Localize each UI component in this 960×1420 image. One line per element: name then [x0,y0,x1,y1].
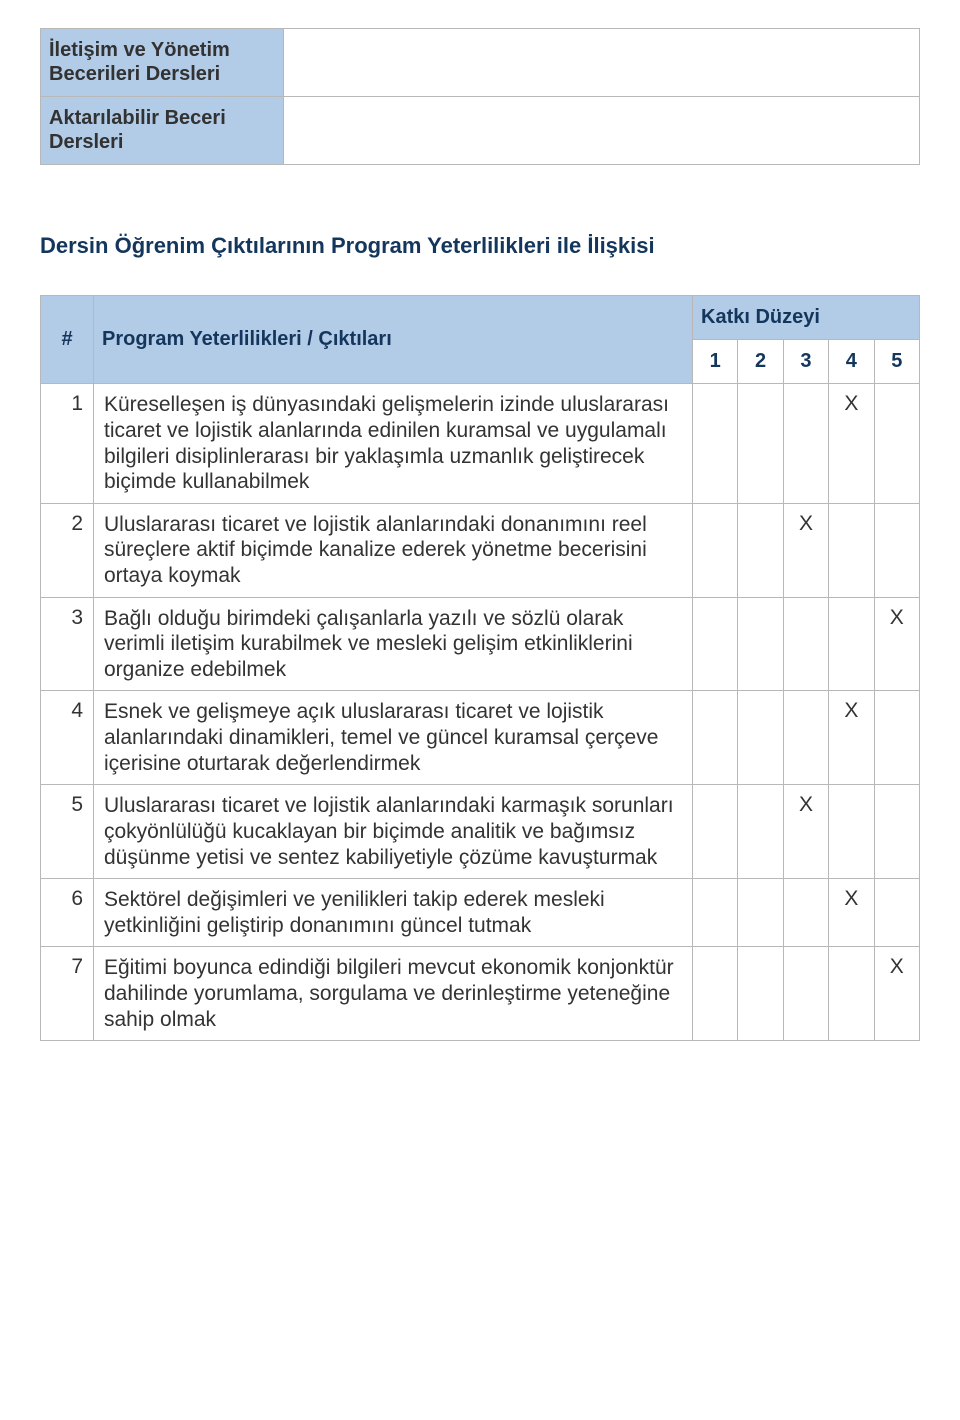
row-mark [783,384,828,503]
matrix-row: 5Uluslararası ticaret ve lojistik alanla… [41,785,920,879]
matrix-row: 4Esnek ve gelişmeye açık uluslararası ti… [41,691,920,785]
row-num: 4 [41,691,94,785]
row-mark [783,691,828,785]
row-mark [738,785,783,879]
row-desc: Uluslararası ticaret ve lojistik alanlar… [94,785,693,879]
top-row: İletişim ve Yönetim Becerileri Dersleri [41,29,920,97]
matrix-row: 7Eğitimi boyunca edindiği bilgileri mevc… [41,947,920,1041]
top-row: Aktarılabilir Beceri Dersleri [41,97,920,165]
row-mark [829,785,874,879]
row-mark: X [829,879,874,947]
row-desc: Sektörel değişimleri ve yenilikleri taki… [94,879,693,947]
row-mark [738,691,783,785]
competency-matrix: # Program Yeterlilikleri / Çıktıları Kat… [40,295,920,1041]
row-mark [738,947,783,1041]
header-level-sub: 1 [693,340,738,384]
row-mark [874,503,919,597]
row-mark: X [783,785,828,879]
row-num: 3 [41,597,94,691]
row-mark [738,384,783,503]
row-num: 7 [41,947,94,1041]
row-mark [783,947,828,1041]
header-level-sub: 4 [829,340,874,384]
row-mark [738,597,783,691]
row-mark [738,879,783,947]
row-mark [783,879,828,947]
header-level-sub: 2 [738,340,783,384]
matrix-header-row-1: # Program Yeterlilikleri / Çıktıları Kat… [41,296,920,340]
matrix-row: 6Sektörel değişimleri ve yenilikleri tak… [41,879,920,947]
row-mark: X [829,691,874,785]
row-mark [693,691,738,785]
row-desc: Eğitimi boyunca edindiği bilgileri mevcu… [94,947,693,1041]
row-mark [783,597,828,691]
row-mark [874,691,919,785]
row-mark: X [829,384,874,503]
row-mark [693,597,738,691]
row-mark [693,879,738,947]
row-desc: Küreselleşen iş dünyasındaki gelişmeleri… [94,384,693,503]
header-level-sub: 5 [874,340,919,384]
section-heading: Dersin Öğrenim Çıktılarının Program Yete… [40,233,920,259]
row-mark [693,785,738,879]
matrix-row: 1Küreselleşen iş dünyasındaki gelişmeler… [41,384,920,503]
row-mark [874,785,919,879]
row-mark: X [874,597,919,691]
top-row-value [283,97,919,165]
header-num: # [41,296,94,384]
matrix-row: 3Bağlı olduğu birimdeki çalışanlarla yaz… [41,597,920,691]
row-mark [693,384,738,503]
row-mark [738,503,783,597]
top-row-value [283,29,919,97]
header-desc: Program Yeterlilikleri / Çıktıları [94,296,693,384]
row-mark [693,947,738,1041]
top-row-label: İletişim ve Yönetim Becerileri Dersleri [41,29,284,97]
row-mark [829,597,874,691]
row-mark [874,879,919,947]
top-category-table: İletişim ve Yönetim Becerileri DersleriA… [40,28,920,165]
row-mark: X [874,947,919,1041]
matrix-row: 2Uluslararası ticaret ve lojistik alanla… [41,503,920,597]
row-mark [829,947,874,1041]
row-num: 1 [41,384,94,503]
row-desc: Bağlı olduğu birimdeki çalışanlarla yazı… [94,597,693,691]
row-mark [874,384,919,503]
top-row-label: Aktarılabilir Beceri Dersleri [41,97,284,165]
row-desc: Uluslararası ticaret ve lojistik alanlar… [94,503,693,597]
header-level: Katkı Düzeyi [693,296,920,340]
row-desc: Esnek ve gelişmeye açık uluslararası tic… [94,691,693,785]
row-num: 5 [41,785,94,879]
row-num: 2 [41,503,94,597]
header-level-sub: 3 [783,340,828,384]
row-num: 6 [41,879,94,947]
row-mark: X [783,503,828,597]
row-mark [829,503,874,597]
row-mark [693,503,738,597]
